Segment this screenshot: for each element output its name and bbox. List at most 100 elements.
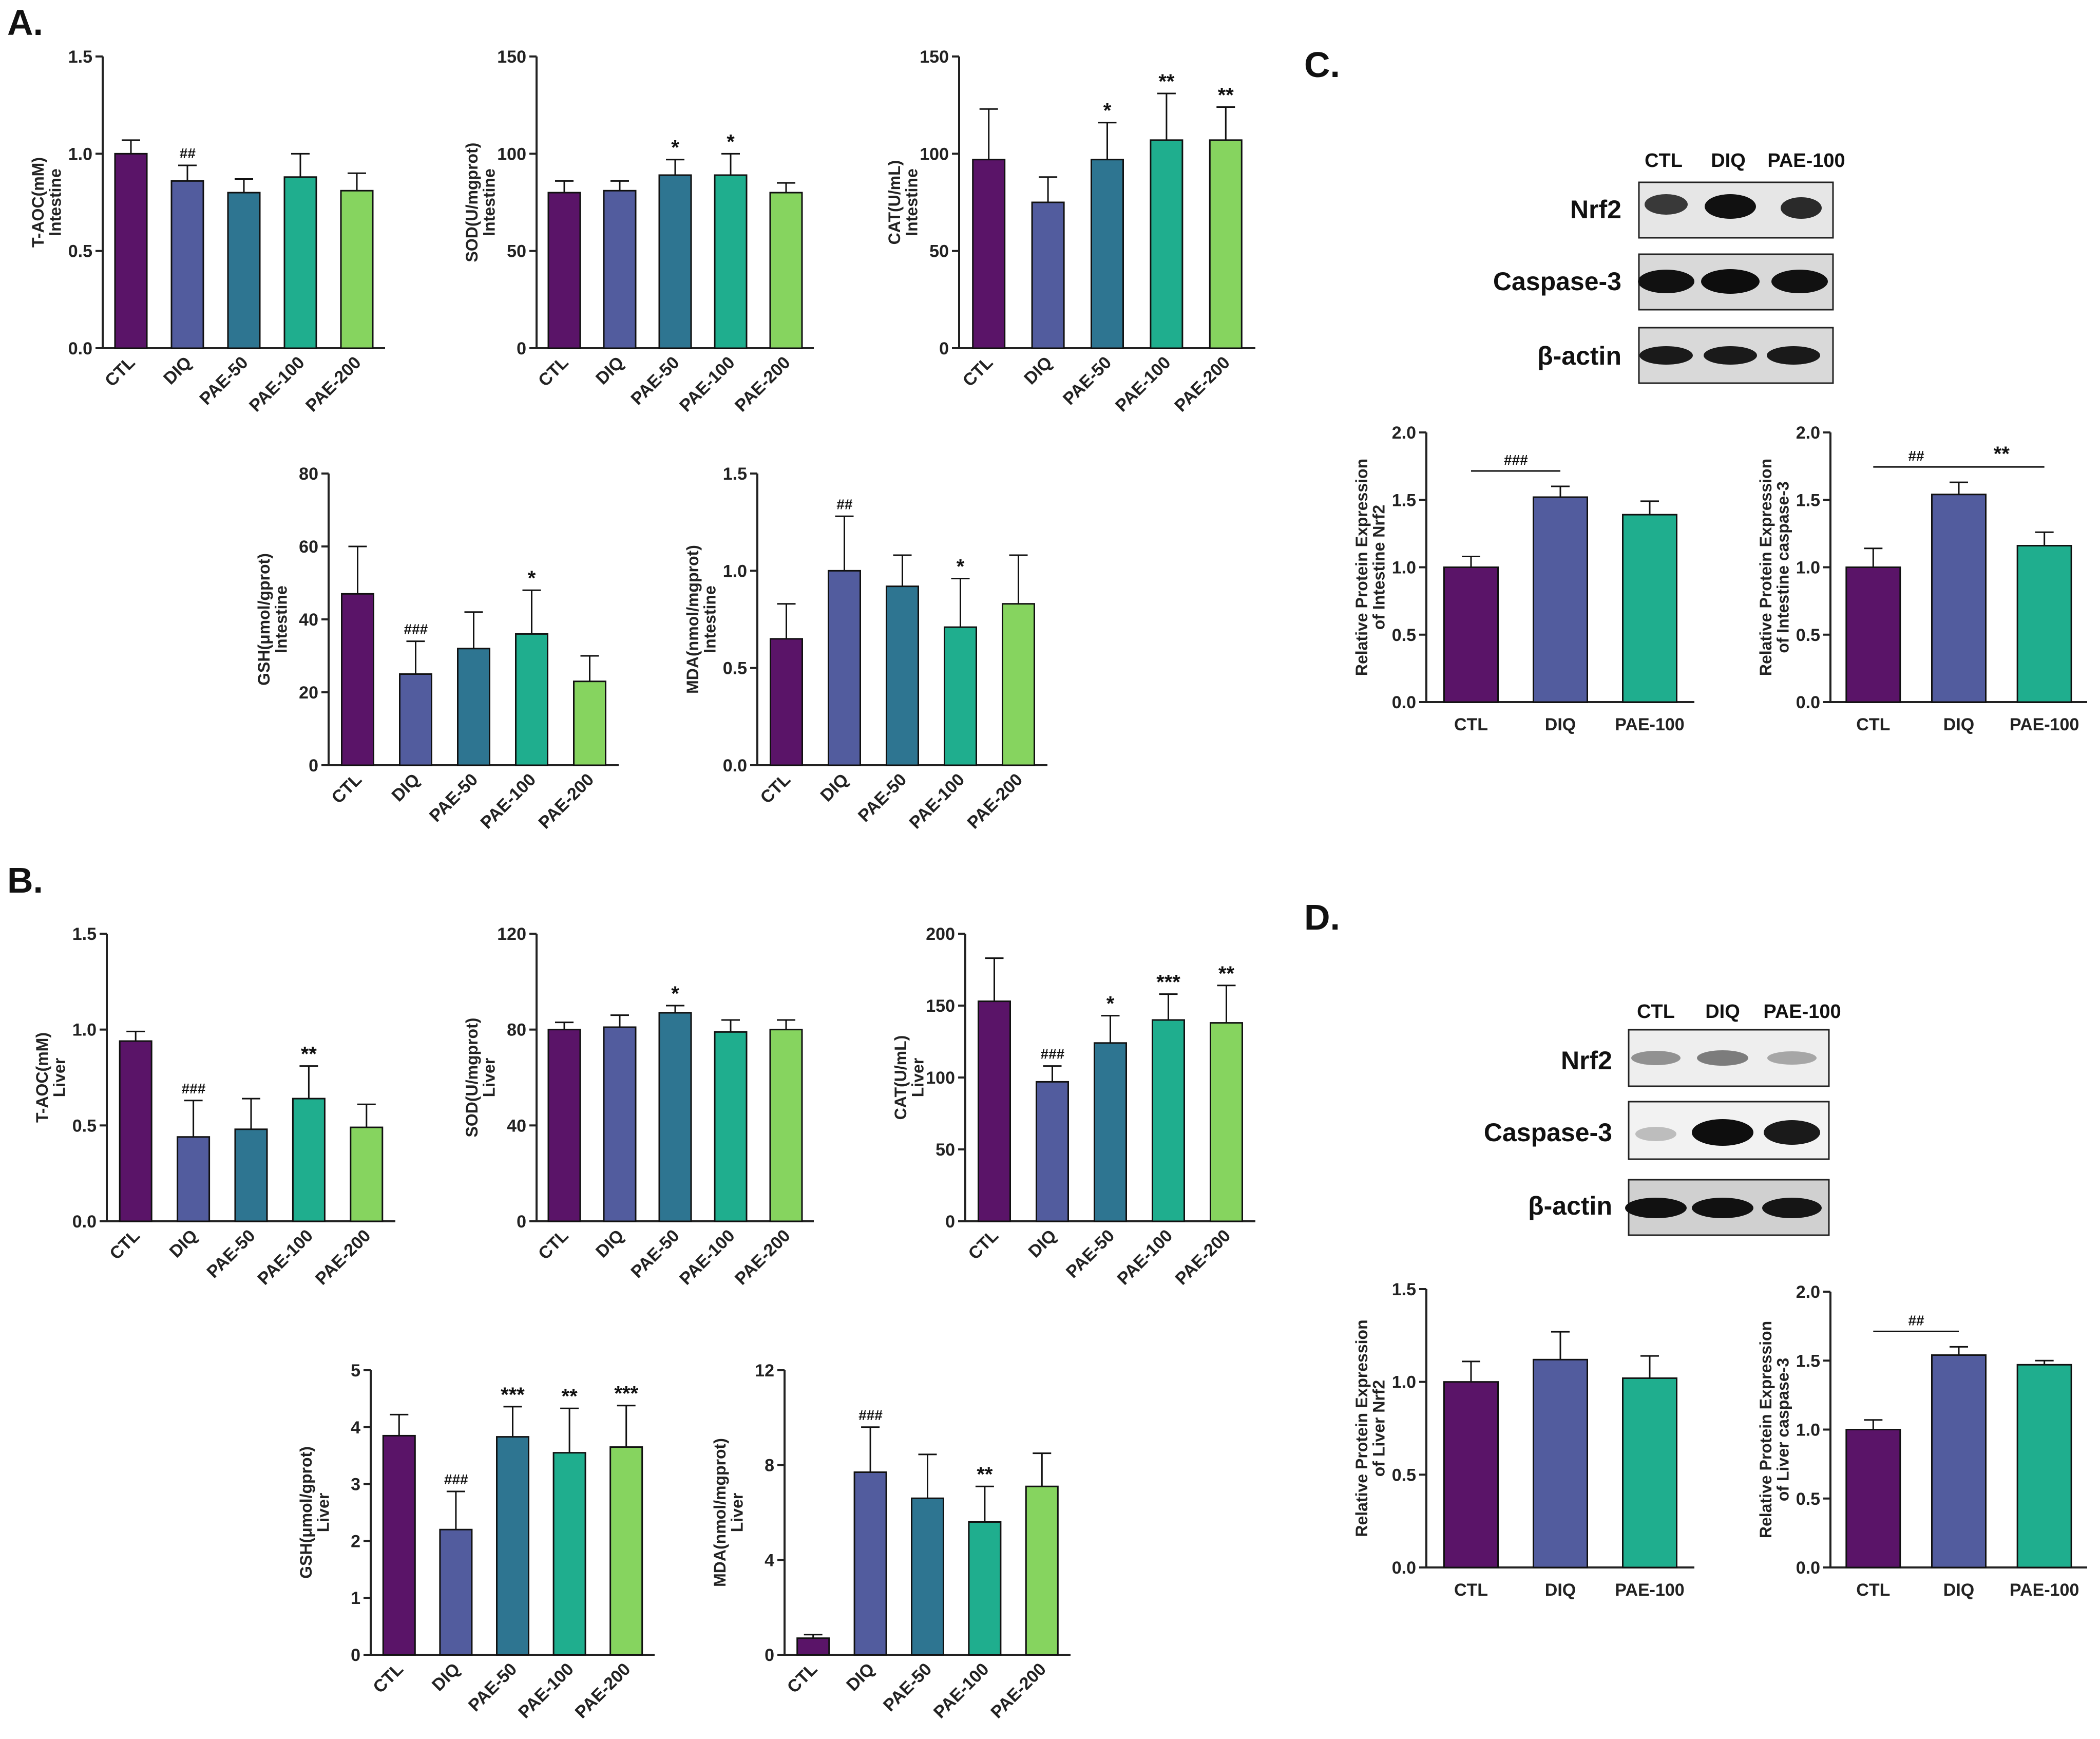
bar-pae-200 [1210, 1022, 1243, 1222]
blot-strip-caspase-3 [1638, 253, 1834, 311]
significance-label: * [671, 982, 679, 1005]
bar-ctl [770, 638, 803, 766]
blot-lane-label: CTL [1637, 1001, 1675, 1023]
blot-strip-caspase-3 [1628, 1101, 1830, 1160]
y-tick-label: 0.5 [1796, 1489, 1820, 1509]
chart-a5: 0.0 0.5 1.0 1.5 MDA(nmol/mgprot)Intestine CTL… [683, 464, 1047, 833]
y-tick-label: 80 [299, 464, 318, 484]
x-tick-label: PAE-100 [1615, 715, 1684, 734]
significance-label: ### [404, 621, 428, 637]
x-tick-label: DIQ [592, 353, 628, 389]
bar-ctl [1443, 1381, 1499, 1568]
y-tick-label: 1.0 [1796, 558, 1820, 578]
blot-protein-label: Nrf2 [1570, 195, 1621, 224]
blot-band [1692, 1198, 1753, 1218]
bracket-label: ** [1994, 443, 2010, 465]
x-tick-label: CTL [534, 353, 572, 391]
bar-pae-200 [340, 190, 374, 349]
bar-pae-100 [714, 1031, 748, 1222]
y-axis-label-line: CAT(U/mL) [891, 1035, 910, 1120]
y-axis-label: SOD(U/mgprot)Liver [463, 1018, 499, 1138]
chart-a2: 0 50 100 150 SOD(U/mgprot)Intestine CTL DIQ * PA… [463, 47, 814, 415]
bar-ctl [114, 153, 148, 349]
x-tick-label: PAE-50 [880, 1659, 936, 1715]
bar-pae-100 [1150, 139, 1183, 349]
blot-protein-label: β-actin [1537, 342, 1621, 370]
bar-pae-50 [911, 1497, 944, 1656]
x-tick-label: PAE-50 [203, 1226, 259, 1282]
y-tick-label: 100 [497, 144, 526, 164]
bar-pae-50 [1094, 1042, 1127, 1222]
y-axis-label: GSH(μmol/gprot)Intestine [255, 553, 291, 686]
significance-label: * [1106, 993, 1115, 1015]
bar-ctl [796, 1637, 830, 1656]
x-tick-label: PAE-50 [627, 353, 683, 409]
blot-protein-label: β-actin [1528, 1192, 1612, 1220]
x-tick-label: CTL [1454, 1580, 1488, 1600]
significance-label: *** [501, 1384, 525, 1406]
bar-ctl [1845, 1429, 1901, 1568]
bar-pae-200 [769, 192, 803, 349]
x-tick-label: PAE-200 [731, 1226, 794, 1289]
y-tick-label: 0 [939, 339, 949, 358]
y-tick-label: 0 [517, 339, 526, 358]
significance-label: ** [301, 1043, 317, 1066]
blot-lane-label: DIQ [1705, 1001, 1740, 1023]
significance-label: * [671, 137, 679, 159]
y-axis-label-line: Intestine [700, 585, 719, 653]
y-tick-label: 12 [755, 1361, 774, 1381]
significance-label: ** [1218, 962, 1235, 985]
y-axis-label-line: SOD(U/mgprot) [463, 143, 481, 262]
significance-label: ** [977, 1463, 993, 1486]
bar-pae-200 [350, 1126, 384, 1222]
x-tick-label: CTL [106, 1226, 144, 1264]
bar-pae-100 [292, 1098, 326, 1222]
y-axis-label-line: Liver [314, 1493, 332, 1532]
bracket-label: ## [1908, 1312, 1924, 1328]
x-tick-label: PAE-100 [477, 770, 540, 833]
bar-diq [399, 673, 432, 766]
x-tick-label: CTL [328, 770, 366, 808]
x-tick-label: PAE-100 [1112, 353, 1175, 416]
x-tick-label: PAE-200 [731, 353, 794, 416]
blot-protein-label: Caspase-3 [1493, 267, 1621, 296]
bar-diq [1036, 1081, 1069, 1222]
bar-pae-50 [1091, 159, 1124, 349]
x-tick-label: CTL [965, 1226, 1003, 1264]
x-tick-label: PAE-50 [1059, 353, 1115, 409]
y-tick-label: 1.5 [1392, 1280, 1416, 1299]
blot-band [1704, 346, 1757, 365]
x-tick-label: DIQ [1545, 1580, 1576, 1600]
bar-ctl [1443, 566, 1499, 703]
significance-label: ## [836, 496, 853, 512]
y-tick-label: 2.0 [1392, 423, 1416, 443]
y-axis-label-line: Liver [908, 1058, 927, 1097]
y-tick-label: 100 [920, 144, 949, 164]
blot-band [1645, 194, 1688, 215]
y-axis-label-line: of Intestine caspase-3 [1773, 481, 1792, 653]
blot-band [1781, 197, 1822, 219]
bar-pae-50 [227, 192, 261, 349]
x-tick-label: PAE-100 [906, 770, 969, 833]
y-tick-label: 0 [765, 1646, 774, 1665]
y-axis-label-line: Relative Protein Expression [1757, 1321, 1775, 1538]
x-tick-label: PAE-100 [245, 353, 309, 416]
y-axis-label: Relative Protein Expressionof Intestine … [1352, 459, 1388, 676]
bracket-label: ### [1504, 452, 1528, 468]
y-tick-label: 120 [497, 924, 526, 944]
y-axis-label-line: Intestine [480, 168, 498, 236]
bar-diq [828, 570, 861, 766]
y-axis-label-line: Liver [480, 1058, 498, 1097]
y-axis-label-line: Intestine [46, 168, 64, 236]
y-tick-label: 150 [497, 47, 526, 67]
blot-lane-label: DIQ [1711, 150, 1746, 172]
blot-lane-label: PAE-100 [1763, 1001, 1841, 1023]
y-tick-label: 8 [765, 1456, 774, 1476]
blot-band [1767, 346, 1820, 365]
y-tick-label: 1.5 [1392, 490, 1416, 510]
panel-label-d: D. [1304, 897, 1340, 937]
bar-pae-200 [609, 1446, 643, 1656]
